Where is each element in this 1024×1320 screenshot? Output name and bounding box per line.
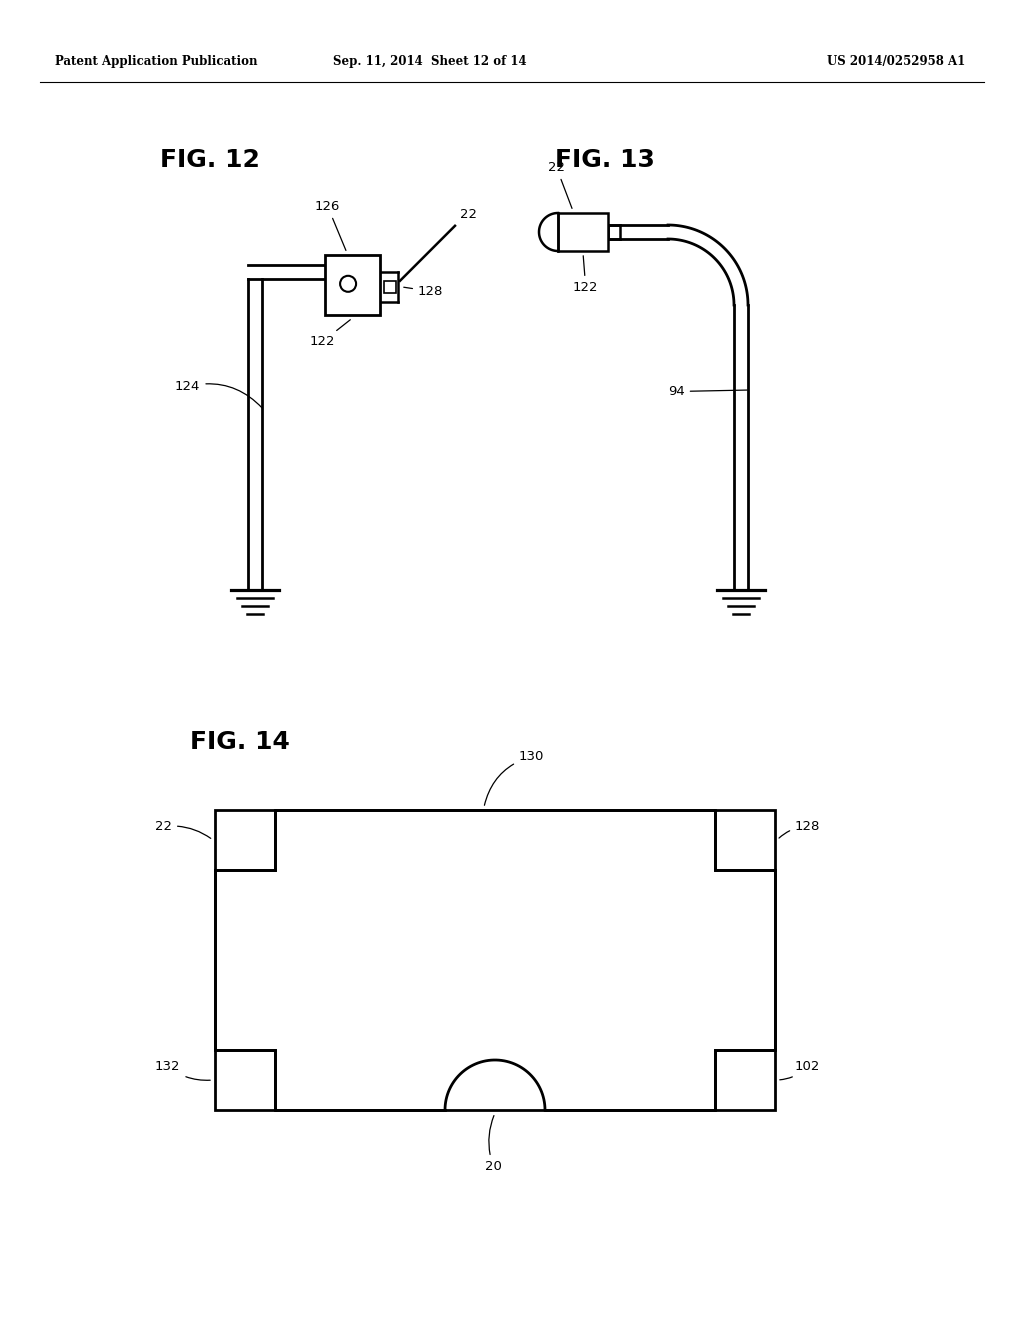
Text: 22: 22 <box>155 820 211 838</box>
Text: FIG. 14: FIG. 14 <box>190 730 290 754</box>
Text: 102: 102 <box>779 1060 820 1080</box>
Circle shape <box>340 276 356 292</box>
Text: FIG. 13: FIG. 13 <box>555 148 655 172</box>
Text: 132: 132 <box>155 1060 210 1080</box>
Text: 128: 128 <box>403 285 443 298</box>
Text: FIG. 12: FIG. 12 <box>160 148 260 172</box>
Bar <box>384 281 396 293</box>
Text: 124: 124 <box>175 380 262 408</box>
Text: 122: 122 <box>573 256 598 294</box>
Bar <box>215 810 775 1110</box>
Text: 22: 22 <box>460 207 477 220</box>
Bar <box>558 213 608 251</box>
Text: 122: 122 <box>310 319 350 348</box>
Text: 22: 22 <box>548 161 572 209</box>
Text: US 2014/0252958 A1: US 2014/0252958 A1 <box>826 55 965 69</box>
Text: Patent Application Publication: Patent Application Publication <box>55 55 257 69</box>
Text: Sep. 11, 2014  Sheet 12 of 14: Sep. 11, 2014 Sheet 12 of 14 <box>333 55 526 69</box>
Bar <box>325 255 380 315</box>
Text: 128: 128 <box>779 820 820 838</box>
Text: 130: 130 <box>484 750 544 805</box>
Text: 126: 126 <box>315 201 346 251</box>
Text: 94: 94 <box>668 385 748 399</box>
Text: 20: 20 <box>485 1115 502 1173</box>
